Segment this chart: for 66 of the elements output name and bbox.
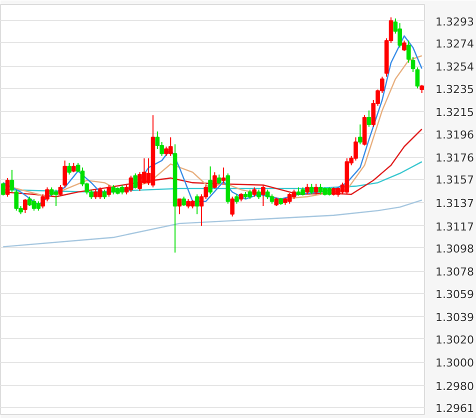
y-tick-label: 1.3039	[436, 311, 474, 324]
candlestick	[221, 167, 226, 184]
y-tick-label: 1.3196	[436, 128, 474, 142]
candlestick	[194, 194, 200, 215]
line-series	[2, 200, 423, 248]
candlestick	[120, 184, 124, 195]
candlestick	[415, 66, 420, 89]
y-tick-label: 1.3254	[436, 60, 474, 74]
y-tick-label: 1.2980	[436, 380, 474, 393]
candlestick	[314, 183, 318, 195]
candlestick	[402, 40, 406, 52]
candlestick	[133, 172, 138, 190]
candlestick	[0, 182, 6, 196]
y-tick-label: 1.3020	[436, 333, 474, 346]
candlestick	[318, 183, 323, 195]
candlestick	[5, 178, 10, 198]
candlestick	[36, 200, 41, 212]
candlestick	[248, 189, 252, 200]
candlestick	[10, 169, 14, 193]
candlestick	[366, 110, 372, 128]
candlestick	[252, 186, 257, 198]
candlestick	[58, 184, 63, 196]
y-tick-label: 1.3000	[436, 356, 474, 370]
candlestick	[398, 22, 402, 48]
candlestick	[23, 198, 28, 214]
candlestick	[32, 198, 36, 212]
candlestick	[270, 194, 274, 204]
candlestick	[305, 183, 310, 195]
candlestick	[72, 162, 76, 173]
candlestick	[98, 186, 102, 200]
candlestick	[102, 189, 107, 200]
candlestick	[208, 166, 212, 195]
y-tick-label: 1.3078	[436, 266, 474, 279]
candlestick	[182, 196, 186, 207]
candlestick	[256, 189, 261, 200]
candlestick	[234, 194, 239, 204]
y-tick-label: 1.3098	[436, 242, 474, 256]
y-tick-label: 1.3059	[436, 288, 474, 301]
candlestick	[27, 196, 32, 207]
y-tick-label: 1.2961	[436, 402, 474, 416]
candlestick	[261, 184, 266, 207]
candlestick	[265, 189, 270, 200]
candlestick	[128, 175, 134, 193]
y-tick-label: 1.3176	[436, 152, 474, 165]
candlestick	[310, 183, 314, 195]
candlestick	[292, 189, 296, 200]
candlestick	[67, 162, 72, 176]
y-tick-label: 1.3215	[436, 106, 474, 120]
candlestick	[336, 186, 340, 198]
candlestick	[177, 198, 182, 215]
y-tick-label: 1.3235	[436, 82, 474, 96]
y-tick-label: 1.3137	[436, 197, 474, 210]
y-tick-label: 1.3117	[436, 220, 474, 234]
candlestick	[14, 189, 19, 212]
candlestick	[168, 136, 173, 156]
candlestick	[106, 184, 112, 198]
candlestick	[216, 174, 222, 184]
candlestick	[230, 196, 234, 217]
candlestick	[358, 124, 362, 145]
y-tick-label: 1.3274	[436, 37, 474, 50]
candlestick	[212, 172, 217, 190]
y-tick-label: 1.3293	[436, 15, 474, 28]
candlestick	[287, 192, 292, 204]
candlestick	[62, 160, 67, 188]
candlestick	[54, 189, 58, 207]
y-tick-label: 1.3157	[436, 174, 474, 187]
